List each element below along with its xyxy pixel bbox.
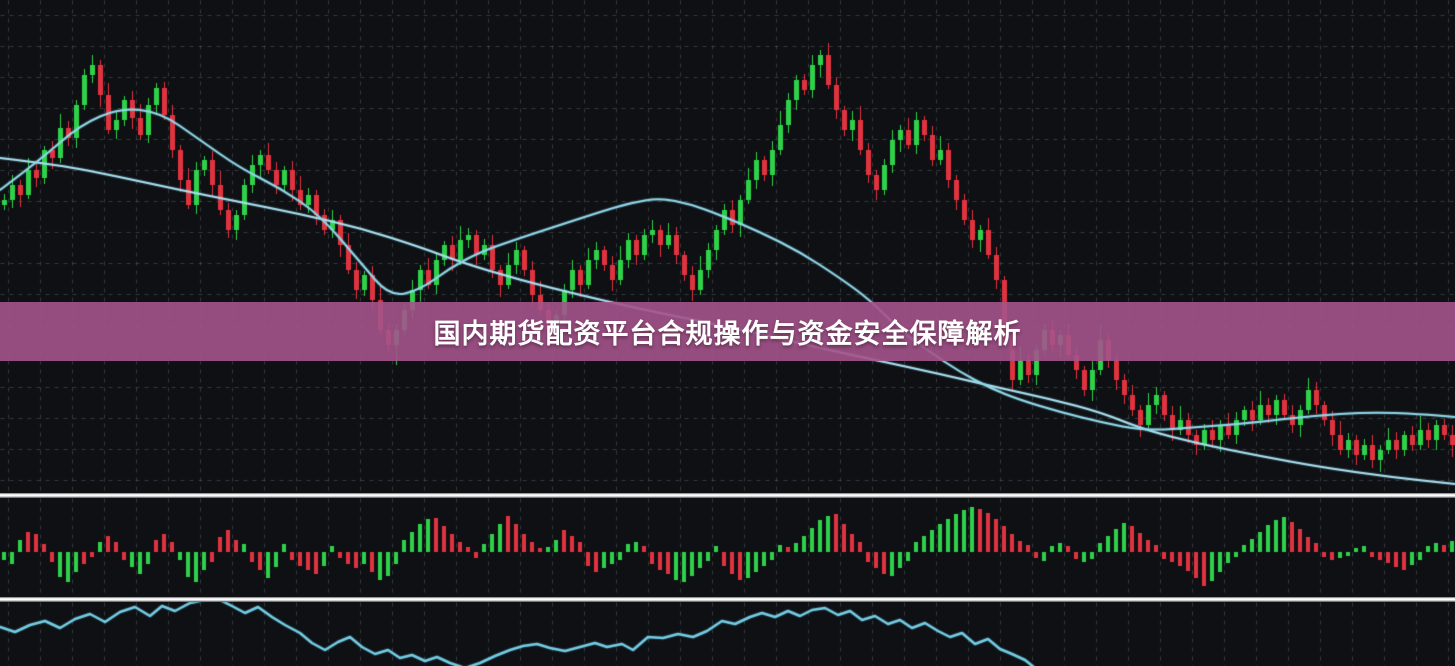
pane-separator-histogram-oscillator[interactable] [0,597,1455,602]
banner-title-text: 国内期货配资平台合规操作与资金安全保障解析 [433,319,1022,349]
article-title-banner: 国内期货配资平台合规操作与资金安全保障解析 [0,302,1455,361]
pane-separator-price-histogram[interactable] [0,493,1455,498]
banner-background [0,302,1455,361]
